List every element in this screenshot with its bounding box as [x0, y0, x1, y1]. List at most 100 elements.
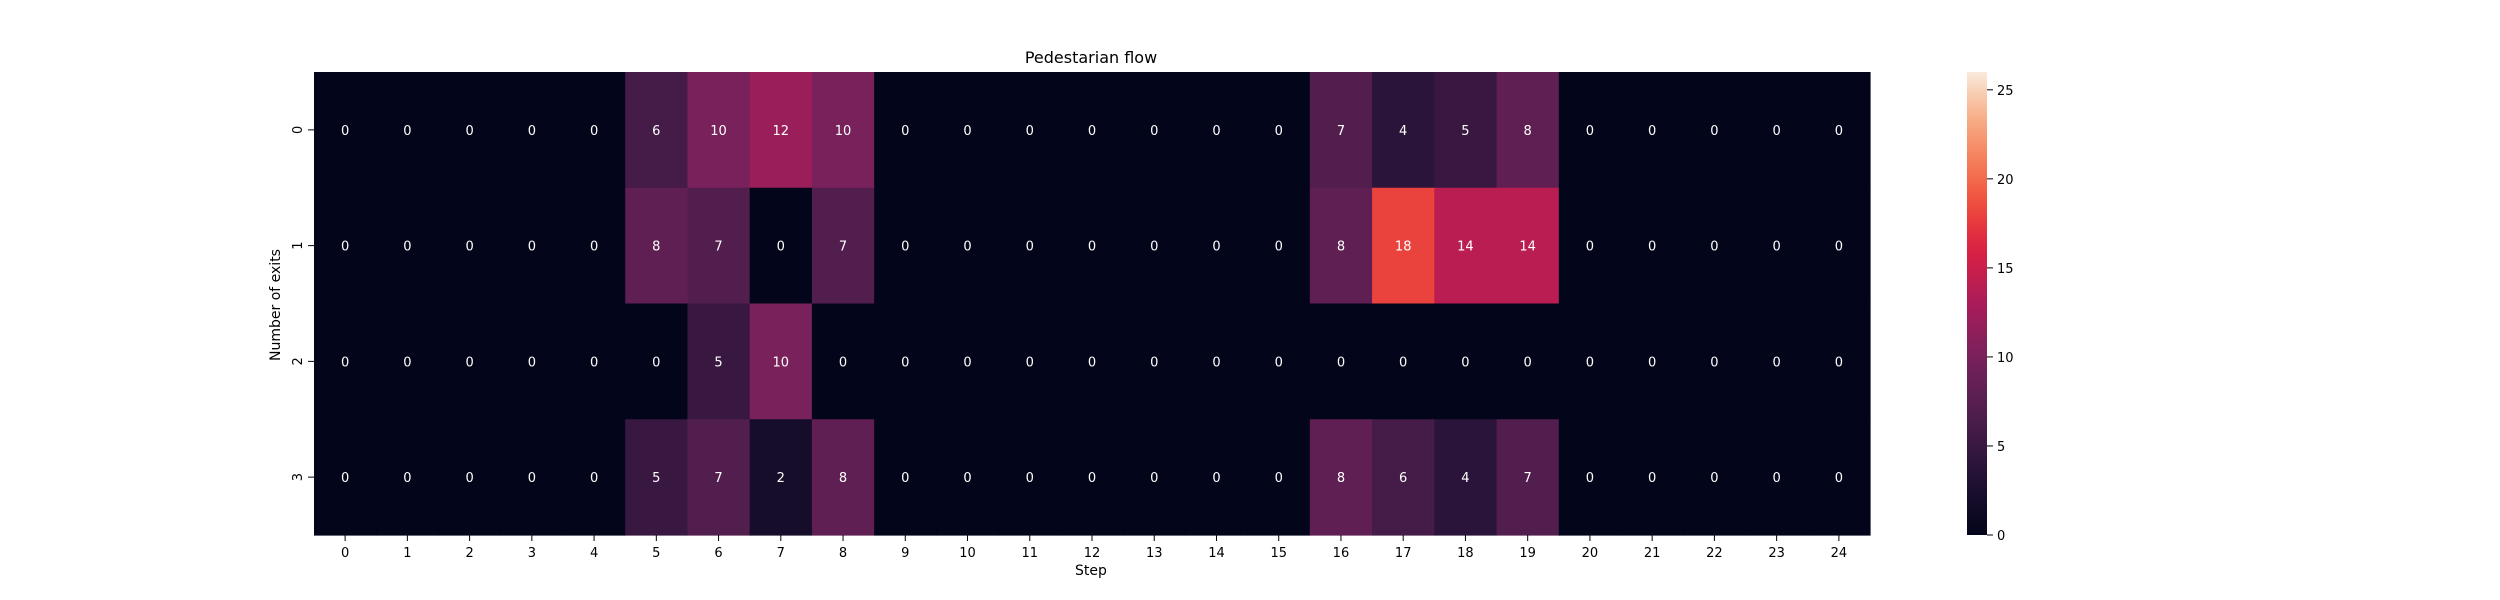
heatmap-cell — [687, 419, 751, 536]
heatmap-cell — [1807, 187, 1871, 305]
heatmap-cells — [314, 72, 1871, 536]
cell-value-label: 0 — [1150, 124, 1158, 139]
heatmap-cell — [1123, 303, 1186, 420]
heatmap-cell — [562, 187, 626, 305]
cell-value-label: 0 — [1648, 240, 1656, 255]
heatmap-cell — [625, 419, 689, 536]
heatmap-cell — [1372, 419, 1435, 536]
heatmap-cell — [1309, 303, 1373, 420]
heatmap-cell — [1621, 187, 1684, 305]
heatmap-cell — [936, 72, 1000, 189]
heatmap-cell — [687, 303, 751, 420]
heatmap-cell — [811, 187, 875, 305]
cell-value-label: 0 — [1835, 240, 1843, 255]
colorbar-tick-label: 15 — [1997, 262, 2014, 277]
cell-value-label: 0 — [1026, 124, 1034, 139]
cell-value-label: 0 — [465, 355, 473, 370]
cell-value-label: 0 — [1772, 471, 1780, 486]
heatmap-cell — [1745, 303, 1809, 420]
cell-value-label: 0 — [1088, 240, 1096, 255]
heatmap-cell — [1558, 419, 1622, 536]
heatmap-cell — [1247, 187, 1311, 305]
cell-value-label: 0 — [1586, 471, 1594, 486]
heatmap-cell — [625, 303, 689, 420]
heatmap-cell — [1496, 419, 1560, 536]
heatmap-cell — [1745, 72, 1809, 189]
heatmap-cell — [1309, 419, 1373, 536]
heatmap-cell — [376, 419, 440, 536]
heatmap-cell — [749, 187, 813, 305]
cell-value-label: 7 — [1337, 124, 1345, 139]
cell-value-label: 18 — [1395, 240, 1412, 255]
heatmap-cell — [562, 72, 626, 189]
x-tick-label: 10 — [959, 546, 976, 561]
cell-value-label: 0 — [341, 124, 349, 139]
x-tick-label: 21 — [1644, 546, 1661, 561]
x-tick-label: 9 — [901, 546, 909, 561]
cell-value-label: 0 — [590, 124, 598, 139]
cell-value-label: 0 — [1710, 355, 1718, 370]
heatmap-cell — [1683, 187, 1747, 305]
cell-value-label: 0 — [403, 240, 411, 255]
heatmap-cell — [1683, 419, 1747, 536]
x-tick-label: 14 — [1208, 546, 1225, 561]
heatmap-cell — [1434, 303, 1498, 420]
x-tick-label: 1 — [403, 546, 411, 561]
cell-value-label: 0 — [1586, 240, 1594, 255]
cell-value-label: 0 — [1026, 355, 1034, 370]
heatmap-cell — [936, 419, 1000, 536]
cell-value-label: 0 — [1088, 471, 1096, 486]
heatmap-cell — [1683, 72, 1747, 189]
cell-value-label: 0 — [1150, 355, 1158, 370]
x-axis-label: Step — [1075, 563, 1107, 579]
cell-value-label: 0 — [1648, 124, 1656, 139]
heatmap-cell — [1123, 419, 1186, 536]
y-tick-label: 0 — [291, 126, 306, 134]
cell-value-label: 8 — [1337, 240, 1345, 255]
cell-labels: 0 0 0 0 0 6 10 12 10 0 0 0 0 0 0 0 7 4 5 8 0 0 0 0 0 0 0 0 0 0 8 7 0 7 0 0 0… — [341, 124, 1843, 486]
x-tick-label: 12 — [1084, 546, 1101, 561]
cell-value-label: 0 — [1275, 124, 1283, 139]
cell-value-label: 0 — [1212, 355, 1220, 370]
heatmap-cell — [438, 72, 502, 189]
cell-value-label: 0 — [1772, 355, 1780, 370]
cell-value-label: 0 — [1212, 471, 1220, 486]
heatmap-cell — [1123, 187, 1186, 305]
colorbar-tick-label: 5 — [1997, 440, 2005, 455]
heatmap-cell — [1123, 72, 1186, 189]
cell-value-label: 0 — [1524, 355, 1532, 370]
cell-value-label: 0 — [528, 240, 536, 255]
heatmap-cell — [314, 187, 377, 305]
cell-value-label: 0 — [963, 471, 971, 486]
x-tick-label: 8 — [839, 546, 847, 561]
heatmap-cell — [1558, 303, 1622, 420]
cell-value-label: 6 — [1399, 471, 1407, 486]
cell-value-label: 0 — [1337, 355, 1345, 370]
x-tick-label: 23 — [1768, 546, 1785, 561]
cell-value-label: 0 — [1586, 124, 1594, 139]
cell-value-label: 10 — [710, 124, 727, 139]
heatmap-cell — [500, 419, 564, 536]
cell-value-label: 8 — [1524, 124, 1532, 139]
x-tick-label: 19 — [1519, 546, 1536, 561]
cell-value-label: 0 — [963, 355, 971, 370]
cell-value-label: 0 — [590, 355, 598, 370]
heatmap-cell — [1434, 72, 1498, 189]
y-tick-label: 1 — [291, 241, 306, 249]
x-tick-label: 3 — [528, 546, 536, 561]
x-tick-label: 22 — [1706, 546, 1723, 561]
cell-value-label: 0 — [839, 355, 847, 370]
cell-value-label: 10 — [835, 124, 852, 139]
y-axis-label: Number of exits — [268, 249, 284, 361]
heatmap-cell — [687, 72, 751, 189]
cell-value-label: 0 — [1710, 124, 1718, 139]
cell-value-label: 0 — [1212, 124, 1220, 139]
y-tick-label: 3 — [291, 473, 306, 481]
cell-value-label: 0 — [901, 471, 909, 486]
x-tick-label: 17 — [1395, 546, 1412, 561]
cell-value-label: 7 — [839, 240, 847, 255]
x-tick-label: 2 — [465, 546, 473, 561]
cell-value-label: 0 — [1088, 124, 1096, 139]
cell-value-label: 0 — [1710, 471, 1718, 486]
heatmap-cell — [998, 187, 1062, 305]
